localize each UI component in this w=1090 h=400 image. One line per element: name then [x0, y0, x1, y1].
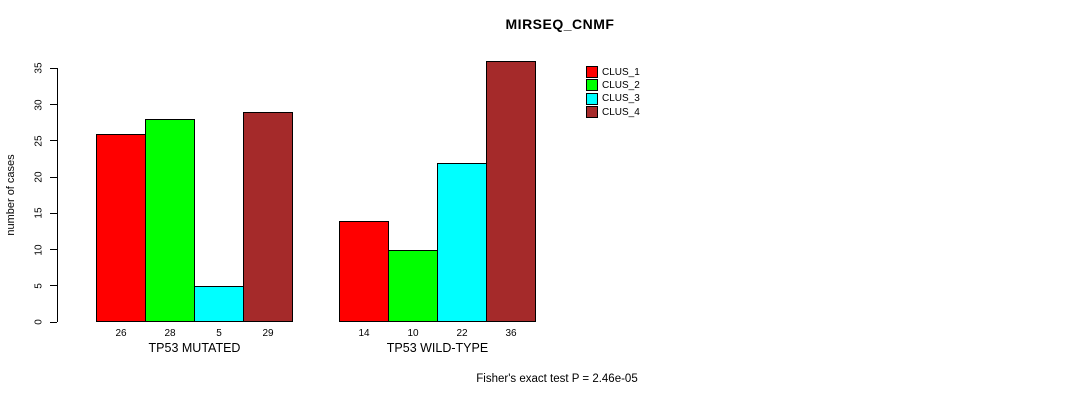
legend-swatch-icon: [586, 66, 598, 78]
legend-swatch-icon: [586, 92, 598, 105]
bar-clus_1-group2: [339, 220, 389, 322]
bar-value-label: 10: [407, 328, 419, 339]
legend-label: CLUS_2: [602, 79, 640, 91]
legend-item-clus_1: CLUS_1: [586, 66, 640, 78]
legend-label: CLUS_3: [602, 93, 640, 105]
y-axis-tick: [50, 104, 57, 105]
y-axis-tick: [50, 249, 57, 250]
bar-value-label: 26: [115, 328, 127, 339]
legend-item-clus_3: CLUS_3: [586, 92, 640, 105]
bar-clus_4-group2: [486, 61, 536, 322]
y-axis-tick-label: 25: [33, 135, 45, 147]
y-axis-tick: [50, 67, 57, 69]
bar-clus_3-group1: [194, 285, 244, 322]
bar-value-label: 28: [164, 328, 176, 339]
legend-label: CLUS_1: [602, 66, 640, 78]
y-axis-tick: [50, 176, 57, 178]
bar-value-label: 22: [456, 328, 468, 339]
group-label: TP53 MUTATED: [148, 341, 241, 355]
y-axis-tick-label: 20: [33, 171, 45, 183]
y-axis-tick-label: 35: [33, 62, 45, 74]
group-label: TP53 WILD-TYPE: [386, 341, 489, 355]
bar-clus_1-group1: [96, 133, 146, 322]
bar-value-label: 14: [358, 328, 370, 339]
bar-clus_3-group2: [437, 162, 487, 322]
y-axis-line: [57, 68, 58, 322]
y-axis-tick-label: 15: [33, 207, 45, 219]
y-axis-tick-label: 10: [33, 243, 45, 256]
chart-title: MIRSEQ_CNMF: [505, 16, 615, 32]
annotation-fishers-test: Fisher's exact test P = 2.46e-05: [476, 373, 638, 385]
y-axis-tick: [50, 321, 57, 323]
bar-value-label: 36: [505, 328, 517, 339]
y-axis-label: number of cases: [5, 154, 17, 236]
y-axis-tick: [50, 140, 57, 142]
y-axis-tick-label: 30: [33, 98, 45, 111]
bar-clus_2-group2: [388, 249, 438, 322]
legend-label: CLUS_4: [602, 106, 640, 118]
bar-clus_2-group1: [145, 119, 195, 322]
y-axis-tick: [50, 212, 57, 214]
y-axis-tick-label: 0: [33, 319, 45, 325]
y-axis-tick-label: 5: [33, 282, 45, 289]
bar-clus_4-group1: [243, 111, 293, 322]
y-axis-tick: [50, 285, 57, 287]
legend-item-clus_4: CLUS_4: [586, 106, 640, 119]
legend-swatch-icon: [586, 79, 598, 92]
bar-value-label: 29: [262, 328, 274, 339]
legend-swatch-icon: [586, 106, 598, 119]
legend-item-clus_2: CLUS_2: [586, 79, 640, 92]
bar-value-label: 5: [216, 328, 222, 339]
